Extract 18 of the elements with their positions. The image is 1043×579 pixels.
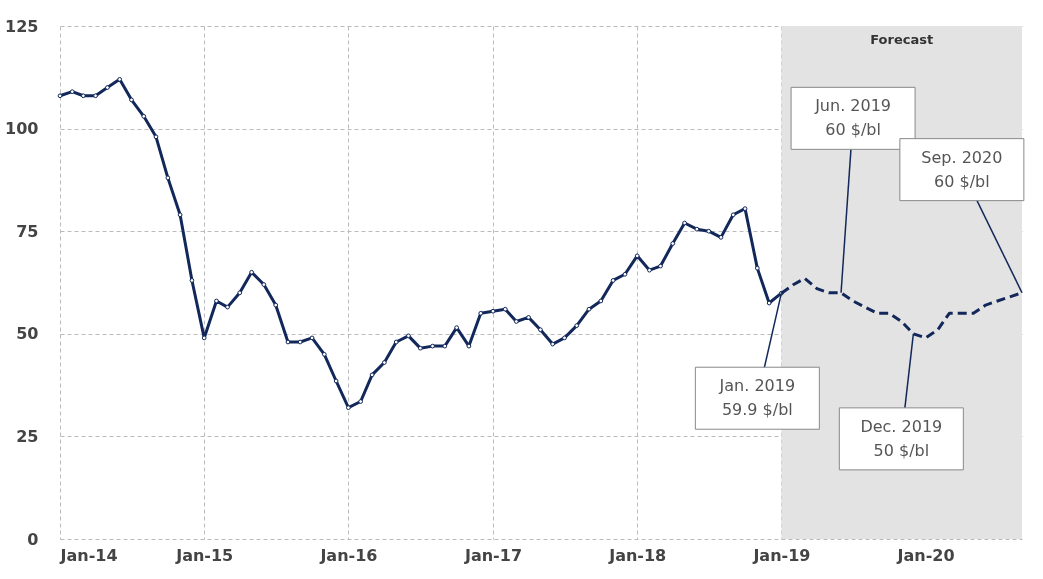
x-tick-label: Jan-14 — [59, 545, 118, 565]
x-tick-label: Jan-19 — [752, 545, 811, 565]
annotation: Jan. 2019 59.9 $/bl — [718, 376, 796, 420]
annotation: Dec. 2019 50 $/bl — [860, 416, 943, 460]
annotation: Sep. 2020 60 $/bl — [921, 147, 1003, 191]
y-tick-label: 25 — [16, 426, 39, 446]
annotation: Jun. 2019 60 $/bl — [814, 96, 892, 140]
y-tick-label: 100 — [5, 119, 39, 139]
band-label: Forecast — [870, 32, 934, 47]
y-tick-label: 0 — [27, 529, 39, 549]
x-tick-label: Jan-17 — [463, 545, 523, 565]
y-tick-label: 75 — [16, 221, 39, 241]
y-tick-label: 50 — [16, 324, 39, 344]
x-tick-label: Jan-18 — [608, 545, 667, 565]
x-tick-label: Jan-15 — [175, 545, 234, 565]
x-tick-label: Jan-20 — [896, 545, 955, 565]
x-tick-label: Jan-16 — [319, 545, 378, 565]
y-tick-label: 125 — [5, 16, 39, 36]
